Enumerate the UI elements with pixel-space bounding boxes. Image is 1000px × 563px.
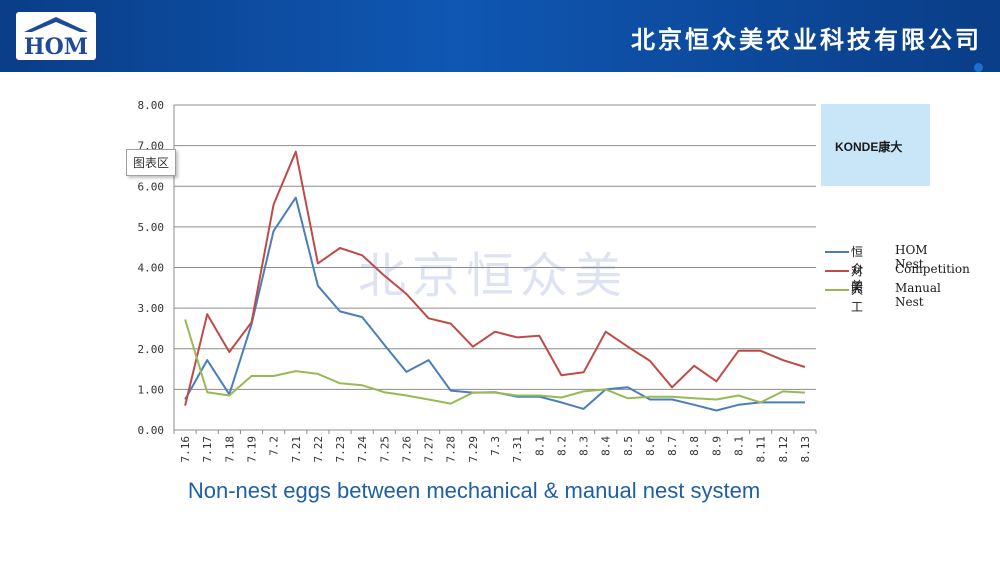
x-tick-label: 7.24: [356, 436, 369, 463]
x-tick-label: 8.3: [578, 436, 591, 456]
header-bar: HOM 北京恒众美农业科技有限公司: [0, 0, 1000, 72]
x-tick-label: 7.31: [511, 436, 524, 463]
x-tick-label: 7.2: [268, 436, 281, 456]
x-tick-label: 7.21: [290, 436, 303, 463]
x-tick-label: 7.19: [245, 436, 258, 463]
y-tick-label: 5.00: [138, 221, 165, 234]
legend-swatch: [825, 270, 849, 272]
x-tick-label: 8.6: [644, 436, 657, 456]
chart-caption: Non-nest eggs between mechanical & manua…: [0, 478, 1000, 504]
x-tick-label: 7.25: [378, 436, 391, 463]
x-tick-label: 7.18: [223, 436, 236, 463]
series-line-2: [184, 319, 805, 405]
company-name: 北京恒众美农业科技有限公司: [631, 25, 982, 54]
x-tick-label: 7.23: [334, 436, 347, 463]
x-tick-label: 7.16: [179, 436, 192, 463]
legend-swatch: [825, 289, 849, 291]
watermark: 北京恒众美: [358, 248, 629, 304]
legend-label-en: HOM Nest: [895, 243, 928, 271]
x-tick-label: 8.4: [600, 436, 613, 456]
x-tick-label: 8.1: [533, 436, 546, 456]
x-tick-label: 7.3: [489, 436, 502, 456]
y-tick-label: 6.00: [138, 180, 165, 193]
x-tick-label: 8.7: [666, 436, 679, 456]
house-roof-icon: HOM: [24, 17, 88, 60]
x-tick-label: 7.29: [467, 436, 480, 463]
legend-label-cn: 人工: [851, 283, 864, 314]
x-tick-label: 8.2: [555, 436, 568, 456]
x-tick-label: 8.12: [777, 436, 790, 463]
y-tick-label: 0.00: [138, 424, 165, 437]
chart-area-tooltip: 图表区: [126, 149, 177, 176]
y-tick-label: 3.00: [138, 302, 165, 315]
konde-brand-logo: KONDE康大: [821, 104, 930, 186]
hom-logo: HOM: [16, 12, 96, 60]
legend-label-cn: 对照: [851, 264, 864, 295]
x-tick-label: 8.1: [733, 436, 746, 456]
y-tick-label: 8.00: [138, 99, 165, 112]
x-tick-label: 7.17: [201, 436, 214, 463]
x-tick-label: 8.5: [622, 436, 635, 456]
legend-label-en: Manual Nest: [895, 281, 941, 309]
legend-swatch: [825, 251, 849, 253]
x-tick-label: 7.28: [445, 436, 458, 463]
x-tick-label: 8.8: [688, 436, 701, 456]
x-tick-label: 7.22: [312, 436, 325, 463]
y-tick-label: 1.00: [138, 383, 165, 396]
x-tick-label: 7.26: [400, 436, 413, 463]
caption-text: Non-nest eggs between mechanical & manua…: [187, 478, 761, 503]
x-tick-label: 8.13: [799, 436, 812, 463]
x-tick-label: 8.11: [755, 436, 768, 463]
y-tick-label: 4.00: [138, 262, 165, 275]
series-line-1: [184, 150, 806, 406]
y-tick-label: 2.00: [138, 343, 165, 356]
brand-logo-text: KONDE康大: [835, 140, 903, 154]
legend-label-cn: 恒众美: [851, 245, 864, 293]
decorative-dot: [974, 63, 983, 72]
x-tick-label: 7.27: [423, 436, 436, 463]
logo-text: HOM: [24, 34, 88, 60]
legend-label-en: Competition: [895, 262, 970, 276]
x-tick-label: 8.9: [710, 436, 723, 456]
